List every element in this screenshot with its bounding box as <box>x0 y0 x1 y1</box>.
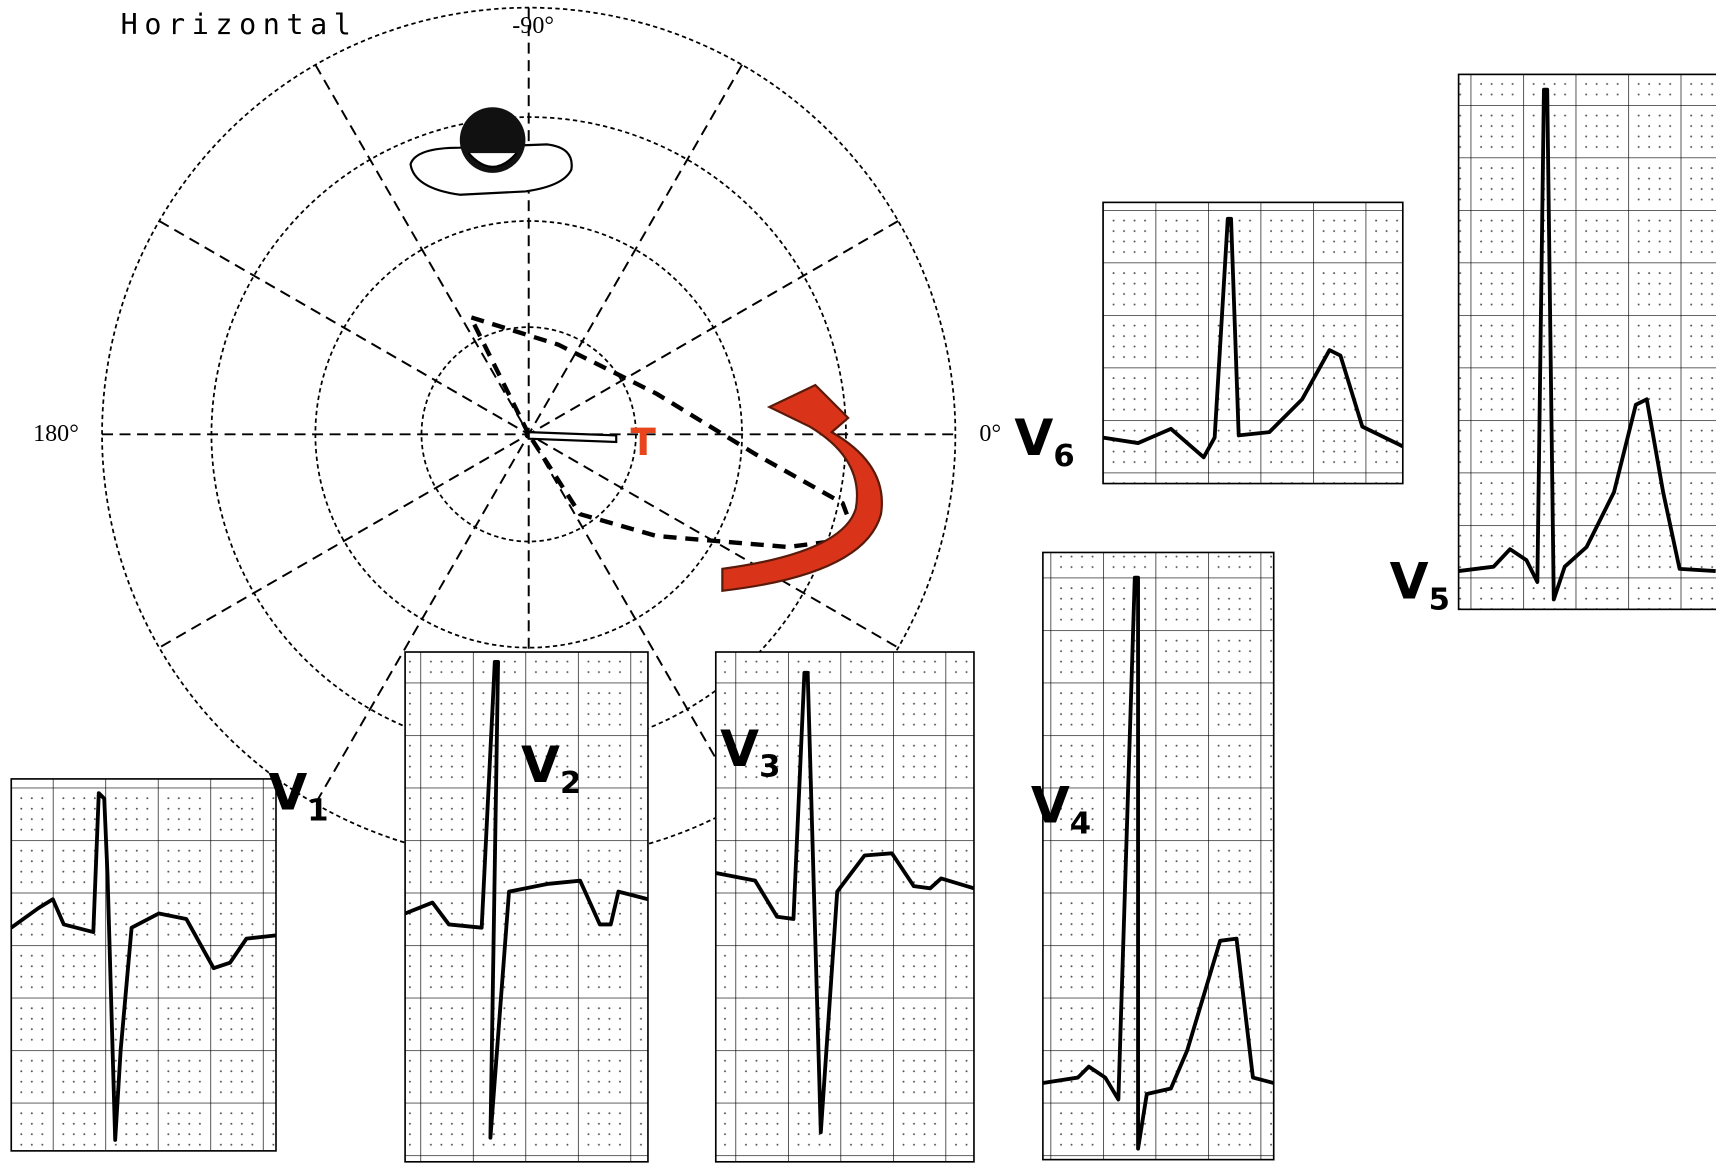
ecg-v4 <box>1043 552 1274 1159</box>
lead-label: V1 <box>268 763 328 829</box>
lead-letter: V <box>268 763 307 822</box>
lead-letter: V <box>521 735 560 794</box>
ecg-v1 <box>11 779 276 1151</box>
lead-number: 4 <box>1070 807 1091 842</box>
lead-label: V6 <box>1014 408 1074 474</box>
ecg-v5 <box>1459 74 1716 609</box>
lead-number: 6 <box>1053 439 1074 474</box>
rotation-arrow <box>722 385 882 591</box>
ecg-v6 <box>1103 202 1403 483</box>
lead-number: 1 <box>307 793 328 828</box>
angle-right: 0° <box>979 421 1001 447</box>
lead-label: V5 <box>1390 551 1450 617</box>
angle-top: -90° <box>512 13 554 39</box>
lead-letter: V <box>720 719 759 778</box>
head-icon <box>411 107 572 195</box>
ecg-v2 <box>405 652 648 1162</box>
lead-letter: V <box>1390 551 1429 610</box>
figure: Horizontal -90° 180° 0° T V1 V2 V3 V4 V5… <box>0 0 1716 1164</box>
vector-label: T <box>630 420 656 464</box>
lead-letter: V <box>1014 408 1053 467</box>
angle-left: 180° <box>33 421 79 447</box>
lead-number: 3 <box>759 750 780 785</box>
title: Horizontal <box>121 8 358 41</box>
lead-number: 5 <box>1429 582 1450 617</box>
lead-number: 2 <box>560 766 581 801</box>
lead-letter: V <box>1031 776 1070 835</box>
